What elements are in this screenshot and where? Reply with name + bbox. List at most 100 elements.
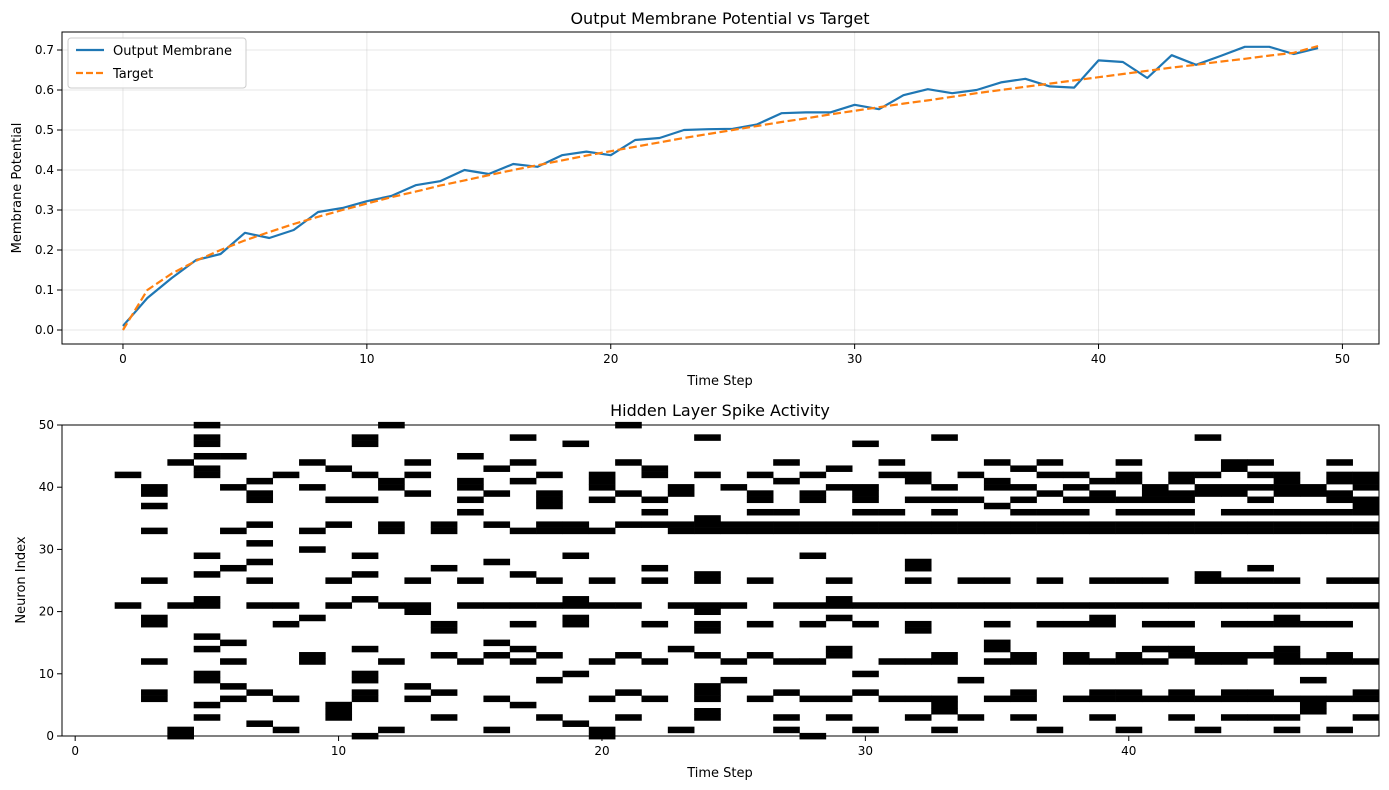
spike-cell: [720, 521, 748, 528]
spike-cell: [167, 459, 194, 466]
spike-cell: [852, 440, 879, 448]
spike-cell: [904, 496, 932, 504]
spike-cell: [1115, 527, 1143, 535]
spike-cell: [1247, 714, 1274, 721]
spike-cells: [114, 421, 1380, 740]
spike-cell: [272, 726, 300, 734]
spike-cell: [588, 496, 616, 504]
spike-cell: [1247, 459, 1274, 466]
spike-cell: [1115, 477, 1143, 485]
spike-cell: [1247, 695, 1274, 703]
spike-chart-ylabel: Neuron Index: [14, 536, 29, 623]
spike-cell: [1194, 434, 1222, 441]
spike-cell: [1141, 577, 1169, 584]
spike-cell: [1010, 658, 1037, 665]
spike-cell: [246, 689, 274, 696]
spike-cell: [1299, 508, 1327, 516]
spike-cell: [588, 484, 616, 491]
spike-cell: [1010, 602, 1037, 609]
spike-cell: [931, 434, 958, 441]
spike-cell: [694, 571, 721, 578]
spike-cell: [1089, 714, 1116, 721]
spike-cell: [1036, 620, 1064, 628]
spike-cell: [852, 726, 879, 734]
spike-cell: [852, 527, 879, 535]
spike-cell: [799, 490, 827, 497]
spike-cell: [773, 658, 800, 665]
spike-cell: [825, 577, 853, 584]
spike-cell: [1062, 521, 1090, 528]
spike-cell: [1010, 714, 1037, 721]
spike-cell: [667, 645, 695, 653]
spike-cell: [694, 620, 721, 628]
x-tick-label: 30: [858, 744, 873, 758]
spike-cell: [430, 689, 458, 696]
spike-cell: [1089, 496, 1116, 504]
spike-cell: [852, 490, 879, 497]
spike-cell: [457, 496, 484, 504]
spike-cell: [1062, 695, 1090, 703]
spike-cell: [1010, 695, 1037, 703]
spike-cell: [799, 602, 827, 609]
spike-cell: [272, 620, 300, 628]
spike-cell: [694, 689, 721, 696]
spike-cell: [141, 689, 168, 696]
spike-cell: [1168, 496, 1195, 504]
spike-cell: [1273, 652, 1301, 659]
spike-cell: [1062, 527, 1090, 535]
spike-cell: [193, 452, 221, 460]
spike-cell: [1089, 620, 1116, 628]
spike-cell: [1089, 490, 1116, 497]
spike-cell: [562, 670, 590, 678]
spike-cell: [1115, 521, 1143, 528]
spike-cell: [1194, 726, 1222, 734]
spike-cell: [1220, 577, 1248, 584]
spike-cell: [246, 490, 274, 497]
spike-cell: [694, 521, 721, 528]
spike-cell: [378, 484, 405, 491]
spike-cell: [957, 496, 985, 504]
spike-cell: [746, 508, 774, 516]
spike-cell: [1115, 577, 1143, 584]
spike-cell: [509, 620, 537, 628]
y-tick-label: 30: [39, 542, 54, 556]
spike-cell: [1036, 527, 1064, 535]
spike-cell: [904, 527, 932, 535]
y-tick-label: 0.1: [35, 283, 54, 297]
spike-cell: [983, 502, 1011, 510]
spike-cell: [1352, 502, 1380, 510]
spike-cell: [193, 471, 221, 479]
spike-cell: [1062, 484, 1090, 491]
spike-cell: [404, 577, 432, 584]
spike-cell: [1115, 652, 1143, 659]
spike-cell: [457, 452, 484, 460]
spike-cell: [1247, 689, 1274, 696]
spike-cell: [351, 689, 379, 696]
spike-cell: [378, 477, 405, 485]
spike-cell: [1299, 521, 1327, 528]
spike-cell: [1168, 645, 1195, 653]
spike-cell: [1299, 527, 1327, 535]
spike-cell: [1168, 527, 1195, 535]
spike-cell: [1010, 484, 1037, 491]
spike-cell: [220, 683, 247, 690]
spike-cell: [983, 658, 1011, 665]
spike-cell: [746, 620, 774, 628]
spike-cell: [615, 459, 642, 466]
spike-cell: [536, 676, 563, 684]
spike-cell: [1247, 564, 1274, 572]
spike-cell: [1115, 459, 1143, 466]
spike-cell: [1115, 508, 1143, 516]
spike-cell: [141, 695, 168, 703]
spike-cell: [509, 459, 537, 466]
spike-cell: [1220, 527, 1248, 535]
spike-cell: [404, 695, 432, 703]
spike-cell: [1352, 477, 1380, 485]
spike-cell: [1010, 652, 1037, 659]
spike-cell: [1168, 508, 1195, 516]
spike-cell: [1010, 508, 1037, 516]
spike-cell: [509, 434, 537, 441]
spike-cell: [1273, 602, 1301, 609]
spike-cell: [904, 564, 932, 572]
spike-cell: [1194, 652, 1222, 659]
